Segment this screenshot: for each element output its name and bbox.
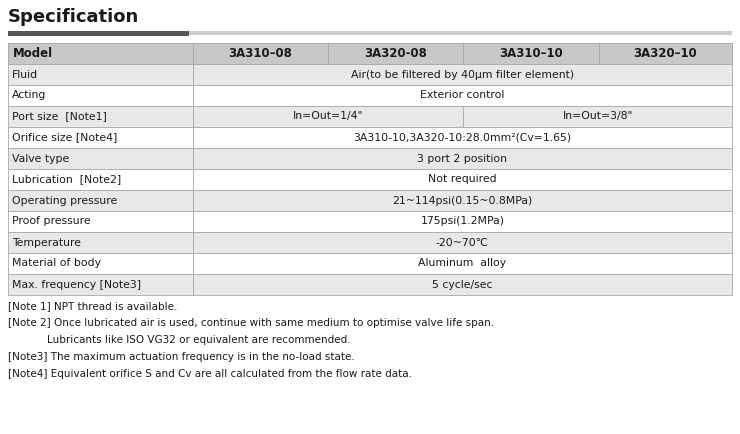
Text: Max. frequency [Note3]: Max. frequency [Note3] — [12, 279, 141, 289]
Bar — [189, 31, 732, 35]
Text: Model: Model — [13, 47, 53, 60]
Bar — [192, 274, 732, 295]
Text: Not required: Not required — [428, 174, 497, 184]
Text: Lubricants like ISO VG32 or equivalent are recommended.: Lubricants like ISO VG32 or equivalent a… — [8, 335, 351, 345]
Text: Exterior control: Exterior control — [420, 91, 505, 101]
Bar — [8, 232, 192, 253]
Text: 21~114psi(0.15~0.8MPa): 21~114psi(0.15~0.8MPa) — [392, 195, 533, 206]
Text: Specification: Specification — [8, 8, 139, 26]
Bar — [192, 127, 732, 148]
Text: Aluminum  alloy: Aluminum alloy — [418, 259, 506, 269]
Text: 3A310–10: 3A310–10 — [500, 47, 563, 60]
Bar — [192, 85, 732, 106]
Bar — [192, 211, 732, 232]
Text: Orifice size [Note4]: Orifice size [Note4] — [12, 132, 118, 142]
Text: 175psi(1.2MPa): 175psi(1.2MPa) — [420, 217, 505, 227]
Bar — [192, 106, 463, 127]
Text: [Note4] Equivalent orifice S and Cv are all calculated from the flow rate data.: [Note4] Equivalent orifice S and Cv are … — [8, 369, 412, 379]
Bar — [8, 148, 192, 169]
Text: In=Out=1/4": In=Out=1/4" — [293, 112, 363, 122]
Text: 3 port 2 position: 3 port 2 position — [417, 154, 508, 164]
Bar — [8, 85, 192, 106]
Text: [Note 1] NPT thread is available.: [Note 1] NPT thread is available. — [8, 301, 178, 311]
Text: Temperature: Temperature — [12, 237, 81, 247]
Bar — [192, 253, 732, 274]
Bar — [463, 106, 732, 127]
Bar — [8, 253, 192, 274]
Bar — [8, 169, 192, 190]
Bar — [8, 106, 192, 127]
Text: In=Out=3/8": In=Out=3/8" — [562, 112, 633, 122]
Text: 3A320–10: 3A320–10 — [633, 47, 697, 60]
Text: Air(to be filtered by 40μm filter element): Air(to be filtered by 40μm filter elemen… — [351, 69, 574, 79]
Bar — [599, 43, 732, 64]
Text: -20~70℃: -20~70℃ — [436, 237, 489, 247]
Text: Lubrication  [Note2]: Lubrication [Note2] — [12, 174, 121, 184]
Bar — [8, 274, 192, 295]
Text: Fluid: Fluid — [12, 69, 38, 79]
Bar — [192, 43, 328, 64]
Text: Port size  [Note1]: Port size [Note1] — [12, 112, 107, 122]
Text: Valve type: Valve type — [12, 154, 70, 164]
Bar — [8, 190, 192, 211]
Text: 3A310–08: 3A310–08 — [229, 47, 292, 60]
Bar — [192, 232, 732, 253]
Bar — [463, 43, 599, 64]
Bar — [8, 64, 192, 85]
Text: [Note 2] Once lubricated air is used, continue with same medium to optimise valv: [Note 2] Once lubricated air is used, co… — [8, 318, 494, 328]
Text: Acting: Acting — [12, 91, 47, 101]
Text: Material of body: Material of body — [12, 259, 101, 269]
Bar — [192, 169, 732, 190]
Text: 5 cycle/sec: 5 cycle/sec — [432, 279, 493, 289]
Text: 3A320-08: 3A320-08 — [364, 47, 427, 60]
Bar — [192, 64, 732, 85]
Text: [Note3] The maximum actuation frequency is in the no-load state.: [Note3] The maximum actuation frequency … — [8, 352, 354, 362]
Bar — [8, 31, 189, 36]
Bar — [192, 190, 732, 211]
Bar — [8, 127, 192, 148]
Bar — [192, 148, 732, 169]
Bar — [328, 43, 463, 64]
Text: Proof pressure: Proof pressure — [12, 217, 90, 227]
Bar — [8, 43, 192, 64]
Bar — [8, 211, 192, 232]
Text: Operating pressure: Operating pressure — [12, 195, 117, 206]
Text: 3A310-10,3A320-10:28.0mm²(Cv=1.65): 3A310-10,3A320-10:28.0mm²(Cv=1.65) — [353, 132, 571, 142]
